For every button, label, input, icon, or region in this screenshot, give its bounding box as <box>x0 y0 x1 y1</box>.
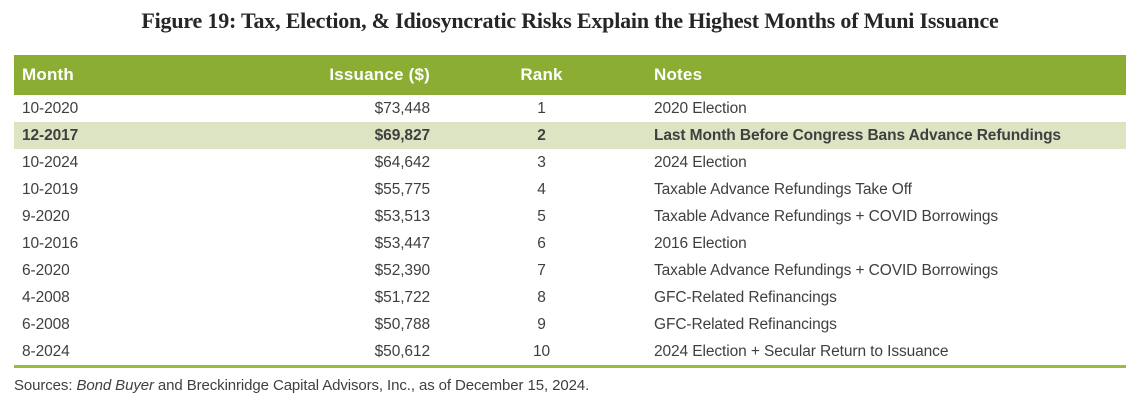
rank-cell: 1 <box>537 99 546 117</box>
month-cell: 10-2020 <box>22 99 79 117</box>
figure-title: Figure 19: Tax, Election, & Idiosyncrati… <box>141 8 999 33</box>
issuance-cell: $69,827 <box>310 122 435 149</box>
month-cell: 6-2008 <box>22 315 70 333</box>
rank-cell: 10 <box>532 342 551 360</box>
issuance-cell: $53,447 <box>374 234 430 252</box>
month-cell: 4-2008 <box>22 288 70 306</box>
muni-issuance-table: Month Issuance ($) Rank Notes 10-2020 $7… <box>14 55 1126 365</box>
rank-cell: 4 <box>537 180 546 198</box>
column-header-month: Month <box>14 55 310 95</box>
issuance-cell: $53,513 <box>374 207 430 225</box>
month-cell: 8-2024 <box>22 342 70 360</box>
notes-cell: Last Month Before Congress Bans Advance … <box>648 122 1126 149</box>
notes-cell: 2024 Election + Secular Return to Issuan… <box>654 342 949 360</box>
month-cell: 12-2017 <box>14 122 310 149</box>
rank-cell: 5 <box>537 207 546 225</box>
source-publication: Bond Buyer <box>76 377 154 394</box>
issuance-cell: $51,722 <box>374 288 430 306</box>
table-row: 6-2008 $50,788 9 GFC-Related Refinancing… <box>14 311 1126 338</box>
rank-cell: 8 <box>537 288 546 306</box>
issuance-cell: $50,612 <box>374 342 430 360</box>
issuance-cell: $52,390 <box>374 261 430 279</box>
data-table: Month Issuance ($) Rank Notes 10-2020 $7… <box>14 55 1126 365</box>
table-row: 6-2020 $52,390 7 Taxable Advance Refundi… <box>14 257 1126 284</box>
table-row: 10-2016 $53,447 6 2016 Election <box>14 230 1126 257</box>
issuance-cell: $55,775 <box>374 180 430 198</box>
rank-cell: 3 <box>537 153 546 171</box>
notes-cell: Taxable Advance Refundings + COVID Borro… <box>654 207 999 225</box>
notes-cell: GFC-Related Refinancings <box>654 315 837 333</box>
table-row: 4-2008 $51,722 8 GFC-Related Refinancing… <box>14 284 1126 311</box>
issuance-cell: $50,788 <box>374 315 430 333</box>
notes-cell: 2020 Election <box>654 99 747 117</box>
rank-cell: 7 <box>537 261 546 279</box>
table-row: 10-2020 $73,448 1 2020 Election <box>14 95 1126 122</box>
month-cell: 10-2019 <box>22 180 79 198</box>
source-note: Sources: Bond Buyer and Breckinridge Cap… <box>14 377 1126 394</box>
issuance-cell: $73,448 <box>374 99 430 117</box>
notes-cell: Taxable Advance Refundings + COVID Borro… <box>654 261 999 279</box>
source-prefix: Sources: <box>14 377 77 394</box>
table-row: 9-2020 $53,513 5 Taxable Advance Refundi… <box>14 203 1126 230</box>
notes-cell: Taxable Advance Refundings Take Off <box>654 180 912 198</box>
issuance-cell: $64,642 <box>374 153 430 171</box>
month-cell: 10-2016 <box>22 234 79 252</box>
month-cell: 10-2024 <box>22 153 79 171</box>
table-bottom-rule <box>14 365 1126 368</box>
notes-cell: 2024 Election <box>654 153 747 171</box>
table-header-row: Month Issuance ($) Rank Notes <box>14 55 1126 95</box>
column-header-notes: Notes <box>648 55 1126 95</box>
notes-cell: 2016 Election <box>654 234 747 252</box>
rank-cell: 6 <box>537 234 546 252</box>
column-header-rank: Rank <box>435 55 648 95</box>
month-cell: 6-2020 <box>22 261 70 279</box>
source-suffix: and Breckinridge Capital Advisors, Inc.,… <box>153 377 590 394</box>
table-row: 8-2024 $50,612 10 2024 Election + Secula… <box>14 338 1126 365</box>
column-header-issuance: Issuance ($) <box>310 55 435 95</box>
month-cell: 9-2020 <box>22 207 70 225</box>
table-row-highlighted: 12-2017 $69,827 2 Last Month Before Cong… <box>14 122 1126 149</box>
rank-cell: 2 <box>435 122 648 149</box>
notes-cell: GFC-Related Refinancings <box>654 288 837 306</box>
table-row: 10-2019 $55,775 4 Taxable Advance Refund… <box>14 176 1126 203</box>
table-row: 10-2024 $64,642 3 2024 Election <box>14 149 1126 176</box>
rank-cell: 9 <box>537 315 546 333</box>
